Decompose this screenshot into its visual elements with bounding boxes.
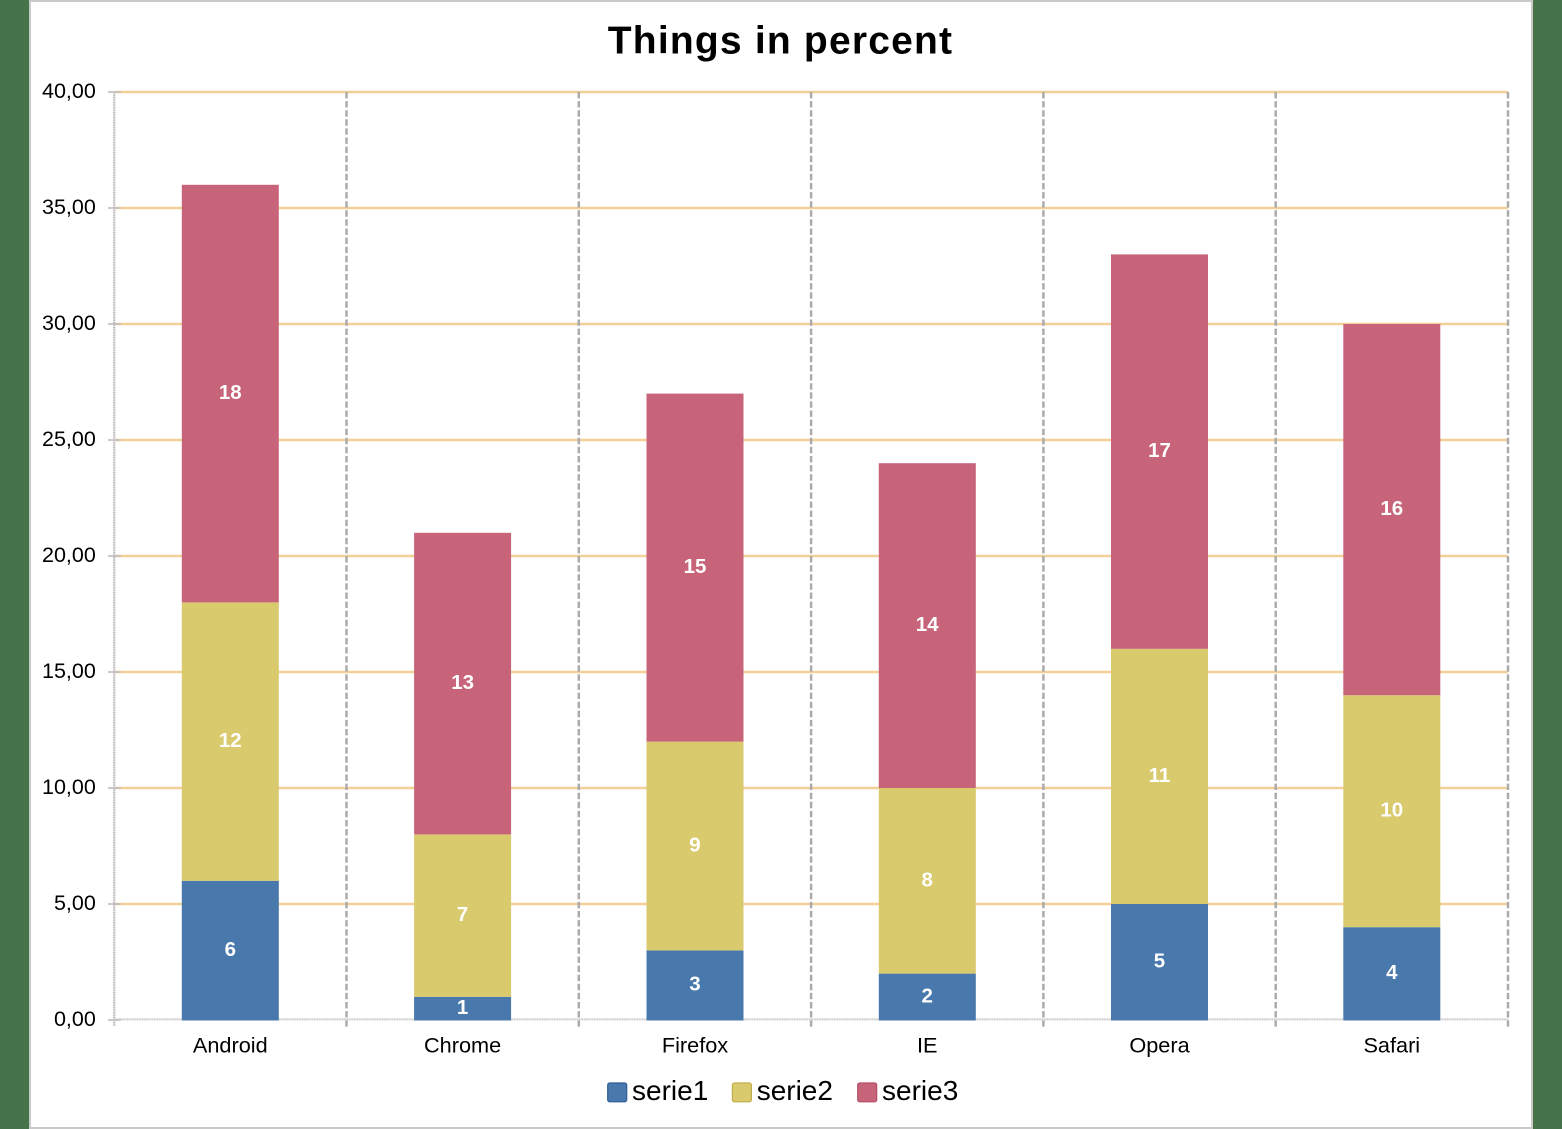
svg-text:0,00: 0,00 xyxy=(54,1007,96,1031)
svg-text:serie3: serie3 xyxy=(882,1075,958,1106)
svg-text:15,00: 15,00 xyxy=(42,659,96,683)
svg-text:12: 12 xyxy=(219,729,242,752)
svg-text:5: 5 xyxy=(1154,950,1165,973)
svg-text:25,00: 25,00 xyxy=(42,427,96,451)
svg-text:5,00: 5,00 xyxy=(54,891,96,915)
svg-text:14: 14 xyxy=(916,613,939,636)
svg-text:40,00: 40,00 xyxy=(42,79,96,103)
svg-text:Safari: Safari xyxy=(1363,1032,1420,1057)
svg-text:2: 2 xyxy=(921,984,932,1007)
svg-text:15: 15 xyxy=(684,555,707,578)
svg-text:IE: IE xyxy=(917,1032,938,1057)
svg-text:Firefox: Firefox xyxy=(662,1032,728,1057)
svg-text:10,00: 10,00 xyxy=(42,775,96,799)
svg-text:Opera: Opera xyxy=(1129,1032,1190,1057)
svg-text:13: 13 xyxy=(451,671,474,694)
svg-text:30,00: 30,00 xyxy=(42,311,96,335)
svg-text:Android: Android xyxy=(193,1032,268,1057)
svg-text:8: 8 xyxy=(921,868,932,891)
svg-text:7: 7 xyxy=(457,903,468,926)
svg-text:4: 4 xyxy=(1386,961,1398,984)
svg-text:serie2: serie2 xyxy=(757,1075,833,1106)
svg-text:20,00: 20,00 xyxy=(42,543,96,567)
svg-text:11: 11 xyxy=(1149,764,1171,787)
svg-text:1: 1 xyxy=(457,996,468,1019)
svg-text:Things in percent: Things in percent xyxy=(608,19,953,62)
svg-text:Chrome: Chrome xyxy=(424,1032,501,1057)
svg-text:6: 6 xyxy=(225,938,236,961)
svg-text:18: 18 xyxy=(219,381,242,404)
svg-text:serie1: serie1 xyxy=(632,1075,708,1106)
svg-text:9: 9 xyxy=(689,834,700,857)
svg-text:10: 10 xyxy=(1380,799,1403,822)
svg-text:16: 16 xyxy=(1380,497,1403,520)
svg-text:17: 17 xyxy=(1148,439,1171,462)
svg-text:35,00: 35,00 xyxy=(42,195,96,219)
svg-text:3: 3 xyxy=(689,973,700,996)
